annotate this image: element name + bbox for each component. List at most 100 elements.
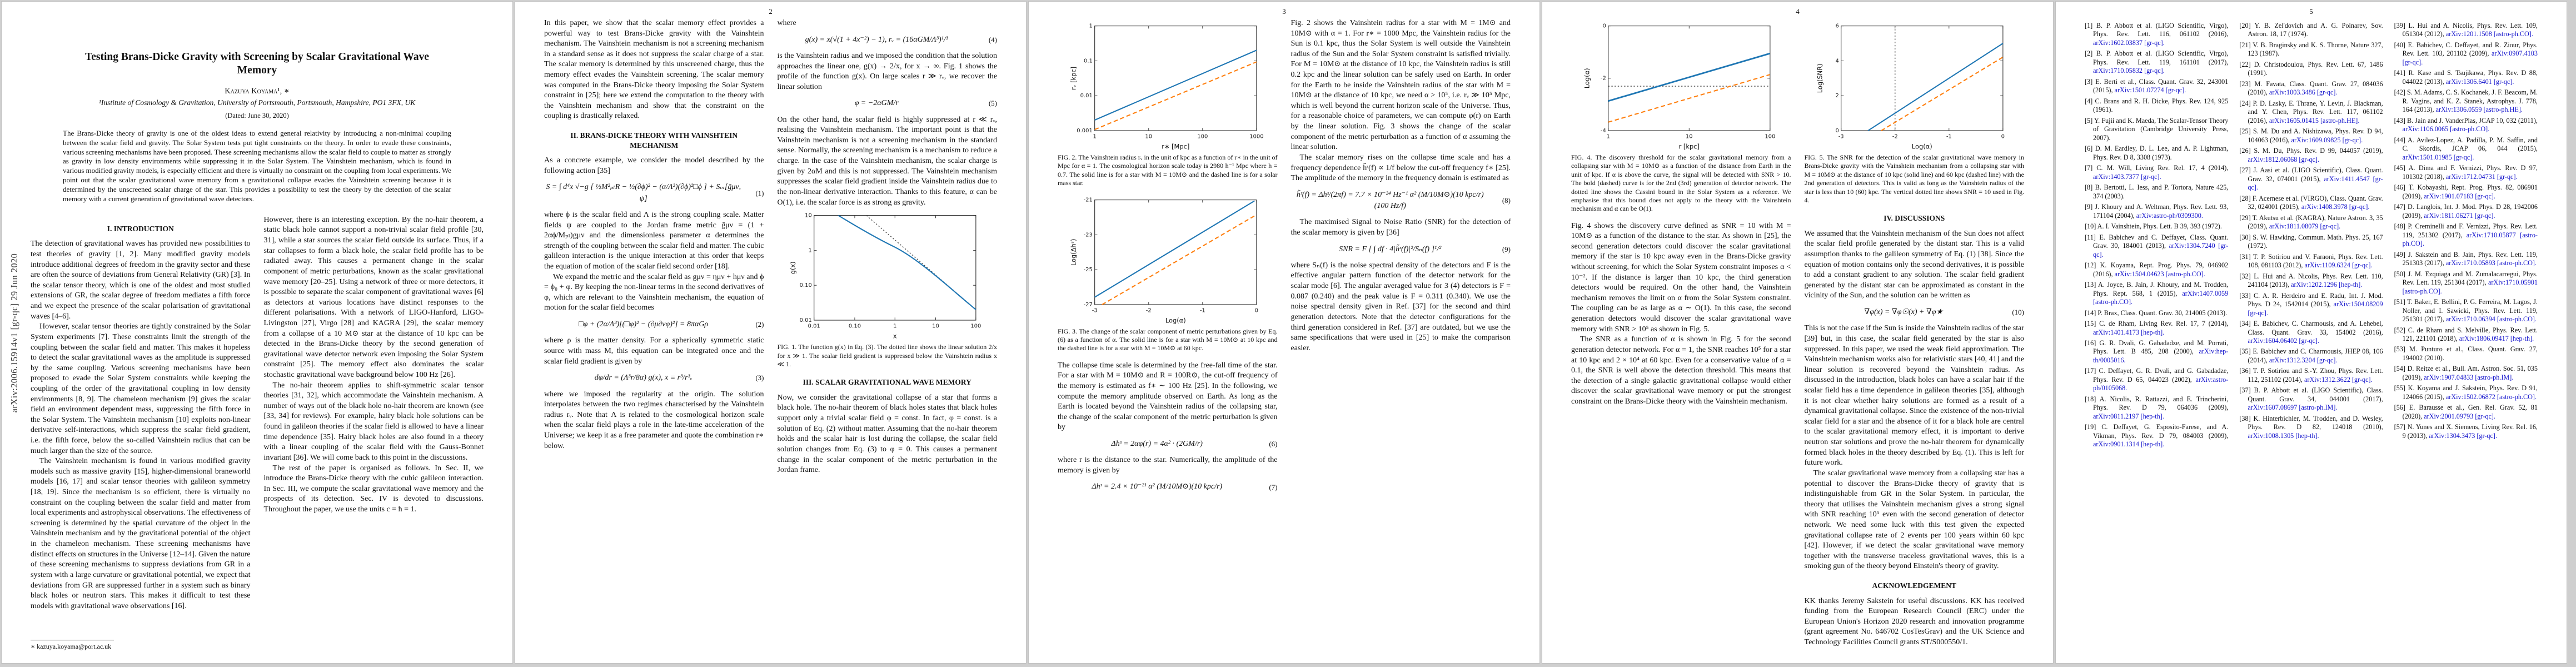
reference-arxiv-link[interactable]: arXiv:1306.0559 [astro-ph.HE]. <box>2435 106 2523 114</box>
reference-arxiv-link[interactable]: arXiv:1501.07274 [gr-qc]. <box>2114 86 2186 94</box>
reference-entry: [53] M. Punturo et al., Class. Quant. Gr… <box>2394 345 2538 362</box>
reference-arxiv-link[interactable]: arXiv:1602.03837 [gr-qc]. <box>2093 38 2165 47</box>
reference-entry: [45] A. Dima and F. Vernizzi, Phys. Rev.… <box>2394 164 2538 181</box>
reference-arxiv-link[interactable]: arXiv:0901.1314 [hep-th]. <box>2093 440 2165 449</box>
page1-column-left: I. INTRODUCTION The detection of gravita… <box>31 215 251 611</box>
reference-arxiv-link[interactable]: arXiv:1312.3204 [gr-qc]. <box>2269 356 2338 364</box>
reference-arxiv-link[interactable]: arXiv:1607.08697 [astro-ph.IM]. <box>2248 404 2338 412</box>
reference-arxiv-link[interactable]: arXiv:1008.1305 [hep-th]. <box>2248 431 2319 440</box>
fig5-y-axis-label: Log(SNR) <box>1816 63 1824 93</box>
figure-3: -3 -2 -1 0 -27 -25 -23 -21 Log(α) Log(Δh… <box>1058 196 1278 353</box>
reference-arxiv-link[interactable]: arXiv:1710.05893 [astro-ph.CO]. <box>2445 259 2537 267</box>
reference-entry: [8] B. Bertotti, L. Iess, and P. Tortora… <box>2085 183 2229 200</box>
paragraph: On the other hand, the scalar field is h… <box>777 115 998 207</box>
reference-arxiv-link[interactable]: arXiv:hep-th/0005016. <box>2093 347 2229 364</box>
reference-arxiv-link[interactable]: arXiv:1504.04623 [astro-ph.CO]. <box>2114 270 2205 278</box>
page2-column-right: where g(x) = x(√(1 + 4x⁻²) − 1), rᵥ = (1… <box>778 18 998 476</box>
footnote-text[interactable]: ∗ kazuya.koyama@port.ac.uk <box>31 643 112 650</box>
svg-text:-23: -23 <box>1083 232 1092 238</box>
reference-entry: [35] E. Babichev and C. Charmousis, JHEP… <box>2239 347 2383 364</box>
reference-arxiv-link[interactable]: arXiv:1812.06068 [gr-qc]. <box>2248 155 2320 163</box>
paragraph: where Sₙ(f) is the noise spectral densit… <box>1291 261 1511 352</box>
reference-entry: [28] F. Acernese et al. (VIRGO), Class. … <box>2239 194 2383 211</box>
reference-entry: [24] P. D. Lasky, E. Thrane, Y. Levin, J… <box>2239 99 2383 125</box>
svg-text:-4: -4 <box>1601 128 1606 134</box>
page-number: 4 <box>1796 7 1800 16</box>
reference-arxiv-link[interactable]: arXiv:1811.08079 [gr-qc]. <box>2269 222 2341 231</box>
reference-arxiv-link[interactable]: arXiv:1604.06402 [gr-qc]. <box>2248 336 2320 345</box>
reference-arxiv-link[interactable]: arXiv:1304.7240 [gr-qc]. <box>2093 242 2229 258</box>
reference-arxiv-link[interactable]: arXiv:astro-ph/0309300. <box>2136 211 2203 220</box>
equation-body: SNR = F [ ∫ df · 4|h̃ˢ(f)|²/Sₙ(f) ]¹/² <box>1339 245 1442 253</box>
equation-number: (7) <box>1269 482 1278 491</box>
reference-arxiv-link[interactable]: arXiv:1003.3486 [gr-qc]. <box>2269 88 2338 97</box>
svg-text:100: 100 <box>1765 133 1775 140</box>
reference-arxiv-link[interactable]: arXiv:1304.3473 [gr-qc]. <box>2429 431 2498 440</box>
paragraph: Fig. 4 shows the discovery curve defined… <box>1571 221 1791 334</box>
reference-arxiv-link[interactable]: arXiv:1401.4173 [hep-th]. <box>2093 328 2165 336</box>
svg-text:-27: -27 <box>1083 301 1092 307</box>
reference-entry: [31] T. P. Sotiriou and V. Faraoni, Phys… <box>2239 252 2383 270</box>
fig3-dh-60kpc-line <box>1102 213 1257 305</box>
reference-arxiv-link[interactable]: arXiv:1901.07183 [gr-qc]. <box>2424 192 2495 200</box>
reference-arxiv-link[interactable]: arXiv:1408.3978 [gr-qc]. <box>2301 203 2370 211</box>
reference-arxiv-link[interactable]: arXiv:1712.04731 [gr-qc]. <box>2445 172 2518 181</box>
reference-arxiv-link[interactable]: arXiv:1109.6324 [gr-qc]. <box>2304 261 2373 270</box>
page4-column-left: 1 10 100 -4 -2 0 r [kpc] Log(α) FIG. 4. … <box>1571 18 1791 648</box>
reference-arxiv-link[interactable]: arXiv:1202.1296 [hep-th]. <box>2291 281 2363 289</box>
reference-arxiv-link[interactable]: arXiv:1710.05901 [astro-ph.CO]. <box>2402 278 2538 295</box>
reference-entry: [12] K. Koyama, Rept. Prog. Phys. 79, 04… <box>2085 261 2229 278</box>
reference-arxiv-link[interactable]: arXiv:astro-ph/0105068. <box>2093 375 2229 392</box>
figure-4-caption: FIG. 4. The discovery threshold for the … <box>1571 153 1791 213</box>
reference-arxiv-link[interactable]: arXiv:1411.4547 [gr-qc]. <box>2248 175 2383 192</box>
reference-arxiv-link[interactable]: arXiv:1609.09825 [gr-qc]. <box>2291 136 2363 144</box>
page-2: 2 In this paper, we show that the scalar… <box>515 1 1027 664</box>
reference-arxiv-link[interactable]: arXiv:0907.4103 [gr-qc]. <box>2402 49 2538 66</box>
svg-text:0.1: 0.1 <box>1084 58 1093 64</box>
fig2-rv-1msun-line <box>1094 61 1257 131</box>
reference-arxiv-link[interactable]: arXiv:1710.05877 [astro-ph.CO]. <box>2402 231 2538 248</box>
reference-arxiv-link[interactable]: arXiv:1710.06394 [astro-ph.CO]. <box>2445 315 2537 323</box>
email-footnote: ∗ kazuya.koyama@port.ac.uk <box>31 640 250 651</box>
arxiv-stamp[interactable]: arXiv:2006.15914v1 [gr-qc] 29 Jun 2020 <box>9 253 19 413</box>
paragraph: Fig. 2 shows the Vainshtein radius for a… <box>1291 19 1511 152</box>
svg-text:4: 4 <box>1836 58 1839 64</box>
reference-entry: [7] C. M. Will, Living Rev. Rel. 17, 4 (… <box>2085 164 2229 181</box>
reference-arxiv-link[interactable]: arXiv:1403.7377 [gr-qc]. <box>2093 172 2161 181</box>
equation-body: φ = −2αGM/r <box>854 99 899 108</box>
fig4-y-axis-label: Log(α) <box>1583 68 1591 88</box>
paragraph: In this paper, we show that the scalar m… <box>544 19 764 121</box>
figure-5-plot: -3 -2 -1 0 0 2 4 6 Log(α) Log(SNR) <box>1816 23 2005 150</box>
svg-text:10: 10 <box>1686 133 1693 140</box>
paragraph: The rest of the paper is organised as fo… <box>263 464 484 514</box>
svg-text:-3: -3 <box>1092 307 1097 313</box>
reference-arxiv-link[interactable]: arXiv:1312.3622 [gr-qc]. <box>2304 375 2373 384</box>
reference-arxiv-link[interactable]: arXiv:1501.01985 [gr-qc]. <box>2402 153 2474 161</box>
reference-entry: [36] T. P. Sotiriou and S.-Y. Zhou, Phys… <box>2239 367 2383 384</box>
reference-entry: [11] E. Babichev and C. Deffayet, Class.… <box>2085 233 2229 258</box>
reference-arxiv-link[interactable]: arXiv:1306.6401 [gr-qc]. <box>2445 77 2514 86</box>
paragraph: However, there is an interesting excepti… <box>263 215 484 380</box>
reference-entry: [51] T. Baker, E. Bellini, P. G. Ferreir… <box>2394 298 2538 323</box>
reference-entry: [9] J. Khoury and A. Weltman, Phys. Rev.… <box>2085 203 2229 220</box>
reference-arxiv-link[interactable]: arXiv:0811.2197 [hep-th]. <box>2093 412 2164 420</box>
reference-arxiv-link[interactable]: arXiv:1201.1508 [astro-ph.CO]. <box>2445 30 2533 38</box>
reference-arxiv-link[interactable]: arXiv:1811.06271 [gr-qc]. <box>2424 211 2495 220</box>
equation-3: dφ/dr = (Λ³r/8α) g(x), x ≡ r³/r³ᵥ (3) <box>544 372 764 384</box>
page-5: 5 [1] B. P. Abbott et al. (LIGO Scientif… <box>2055 1 2567 664</box>
svg-text:1: 1 <box>1089 23 1092 29</box>
reference-arxiv-link[interactable]: arXiv:1106.0065 [astro-ph.CO]. <box>2402 125 2490 133</box>
reference-entry: [40] E. Babichev, C. Deffayet, and R. Zi… <box>2394 41 2538 66</box>
reference-entry: [48] P. Creminelli and F. Vernizzi, Phys… <box>2394 222 2538 248</box>
reference-arxiv-link[interactable]: arXiv:1504.08209 [gr-qc]. <box>2248 300 2383 317</box>
reference-arxiv-link[interactable]: arXiv:1502.06872 [astro-ph.CO]. <box>2445 392 2537 401</box>
paragraph: where ρ is the matter density. For a sph… <box>544 336 764 366</box>
reference-arxiv-link[interactable]: arXiv:1407.0059 [astro-ph.CO]. <box>2093 289 2229 306</box>
reference-arxiv-link[interactable]: arXiv:1907.04833 [astro-ph.IM]. <box>2424 373 2514 381</box>
reference-arxiv-link[interactable]: arXiv:2001.09793 [gr-qc]. <box>2424 412 2495 420</box>
reference-entry: [42] S. M. Adams, C. S. Kochanek, J. F. … <box>2394 88 2538 114</box>
reference-arxiv-link[interactable]: arXiv:1605.01415 [astro-ph.HE]. <box>2269 116 2360 125</box>
reference-arxiv-link[interactable]: arXiv:1806.09417 [hep-th]. <box>2459 334 2534 342</box>
reference-arxiv-link[interactable]: arXiv:1710.05832 [gr-qc]. <box>2093 67 2165 75</box>
